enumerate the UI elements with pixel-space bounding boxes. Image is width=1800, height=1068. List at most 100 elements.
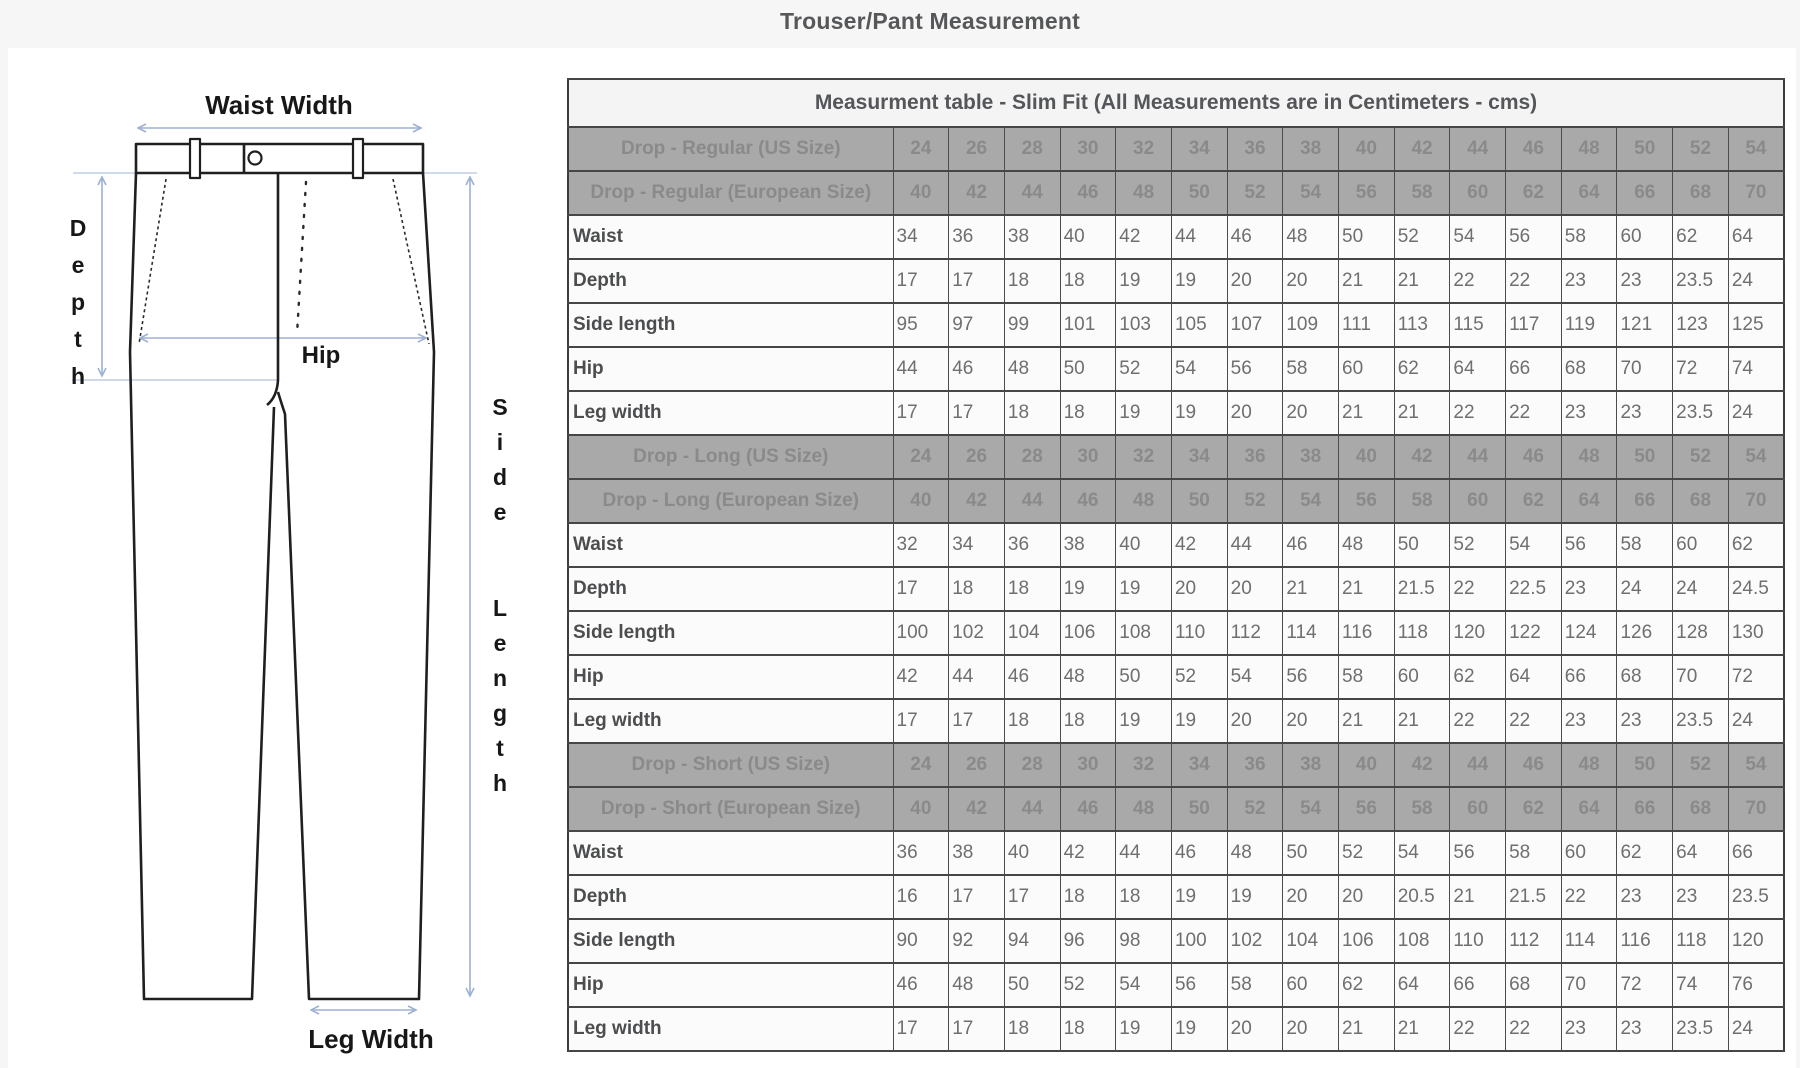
measurement-table-body: Measurment table - Slim Fit (All Measure… — [567, 78, 1785, 1052]
measurement-value: 60 — [1338, 346, 1395, 392]
size-value: 46 — [1505, 742, 1562, 788]
measurement-value: 54 — [1115, 962, 1172, 1008]
measurement-value: 68 — [1560, 346, 1618, 392]
measurement-value: 23 — [1616, 874, 1674, 920]
measurement-value: 19 — [1115, 390, 1172, 436]
measurement-value: 130 — [1727, 610, 1785, 656]
measurement-value: 101 — [1059, 302, 1117, 348]
measurement-value: 23 — [1672, 874, 1729, 920]
measurement-value: 22 — [1449, 258, 1507, 304]
depth-label: Depth — [65, 215, 91, 400]
measurement-value: 118 — [1672, 918, 1729, 964]
measurement-value: 18 — [1059, 874, 1117, 920]
measurement-value: 111 — [1338, 302, 1395, 348]
measurement-value: 46 — [1226, 214, 1284, 260]
measurement-value: 112 — [1505, 918, 1562, 964]
size-value: 48 — [1560, 434, 1618, 480]
size-value: 42 — [1393, 126, 1451, 172]
measurement-value: 96 — [1059, 918, 1117, 964]
measurement-value: 40 — [1003, 830, 1061, 876]
measurement-value: 60 — [1672, 522, 1729, 568]
measurement-value: 54 — [1449, 214, 1507, 260]
measurement-value: 124 — [1560, 610, 1618, 656]
measurement-value: 23.5 — [1672, 698, 1729, 744]
measurement-value: 23.5 — [1727, 874, 1785, 920]
measurement-value: 22 — [1449, 698, 1507, 744]
measurement-value: 58 — [1616, 522, 1674, 568]
size-value: 52 — [1672, 126, 1729, 172]
measurement-value: 72 — [1727, 654, 1785, 700]
measurement-value: 22 — [1449, 390, 1507, 436]
size-header-row: Drop - Short (US Size) 24 26 28 30 32 34 36 38 40… — [567, 742, 1785, 788]
measurement-value: 62 — [1616, 830, 1674, 876]
size-value: 28 — [1003, 742, 1061, 788]
size-value: 40 — [892, 478, 950, 524]
measurement-value: 17 — [892, 390, 950, 436]
measurement-value: 42 — [892, 654, 950, 700]
measurement-value: 117 — [1505, 302, 1562, 348]
measurement-value: 38 — [1003, 214, 1061, 260]
size-value: 34 — [1170, 742, 1228, 788]
size-value: 56 — [1338, 478, 1395, 524]
measurement-value: 99 — [1003, 302, 1061, 348]
side-length-label: Side Length — [487, 394, 513, 805]
page-title: Trouser/Pant Measurement — [779, 8, 1081, 34]
size-value: 66 — [1616, 786, 1674, 832]
size-value: 28 — [1003, 126, 1061, 172]
measurement-row: Side length 95 97 99 101 103 105 107 109 111 113 11… — [567, 302, 1785, 348]
measurement-value: 17 — [948, 698, 1005, 744]
measurement-row: Leg width 17 17 18 18 19 19 20 20 21 21 22 22 23 23 23.… — [567, 1006, 1785, 1052]
measurement-value: 24.5 — [1727, 566, 1785, 612]
measurement-value: 123 — [1672, 302, 1729, 348]
measurement-value: 23 — [1560, 390, 1618, 436]
size-value: 36 — [1226, 742, 1284, 788]
size-value: 46 — [1505, 434, 1562, 480]
size-value: 36 — [1226, 434, 1284, 480]
measurement-value: 56 — [1226, 346, 1284, 392]
measurement-value: 23.5 — [1672, 1006, 1729, 1052]
measurement-value: 17 — [948, 390, 1005, 436]
measurement-value: 22 — [1505, 698, 1562, 744]
measurement-label: Hip — [567, 346, 894, 392]
size-value: 38 — [1282, 742, 1339, 788]
measurement-label: Waist — [567, 214, 894, 260]
size-value: 62 — [1505, 786, 1562, 832]
size-value: 50 — [1616, 126, 1674, 172]
measurement-value: 36 — [1003, 522, 1061, 568]
size-value: 52 — [1226, 170, 1284, 216]
size-value: 54 — [1282, 478, 1339, 524]
measurement-label: Waist — [567, 522, 894, 568]
size-header-label: Drop - Short (US Size) — [567, 742, 894, 788]
measurement-value: 52 — [1059, 962, 1117, 1008]
measurement-value: 60 — [1560, 830, 1618, 876]
measurement-value: 106 — [1059, 610, 1117, 656]
measurement-row: Waist 32 34 36 38 40 42 44 46 48 50 52 54 56 58 60 62 — [567, 522, 1785, 568]
size-value: 40 — [1338, 434, 1395, 480]
size-value: 54 — [1727, 742, 1785, 788]
measurement-value: 21 — [1393, 390, 1451, 436]
size-value: 68 — [1672, 786, 1729, 832]
size-value: 58 — [1393, 786, 1451, 832]
measurement-value: 94 — [1003, 918, 1061, 964]
measurement-value: 60 — [1616, 214, 1674, 260]
size-value: 40 — [1338, 126, 1395, 172]
measurement-value: 116 — [1338, 610, 1395, 656]
measurement-value: 100 — [892, 610, 950, 656]
measurement-value: 125 — [1727, 302, 1785, 348]
measurement-value: 48 — [1003, 346, 1061, 392]
size-value: 24 — [892, 742, 950, 788]
measurement-value: 76 — [1727, 962, 1785, 1008]
measurement-value: 18 — [948, 566, 1005, 612]
measurement-value: 50 — [1393, 522, 1451, 568]
measurement-label: Depth — [567, 258, 894, 304]
measurement-value: 19 — [1170, 390, 1228, 436]
size-value: 50 — [1170, 478, 1228, 524]
measurement-value: 22.5 — [1505, 566, 1562, 612]
measurement-value: 18 — [1003, 258, 1061, 304]
measurement-value: 21 — [1393, 698, 1451, 744]
measurement-value: 18 — [1003, 1006, 1061, 1052]
measurement-value: 24 — [1727, 390, 1785, 436]
size-value: 50 — [1170, 170, 1228, 216]
size-value: 60 — [1449, 478, 1507, 524]
measurement-value: 20 — [1226, 390, 1284, 436]
